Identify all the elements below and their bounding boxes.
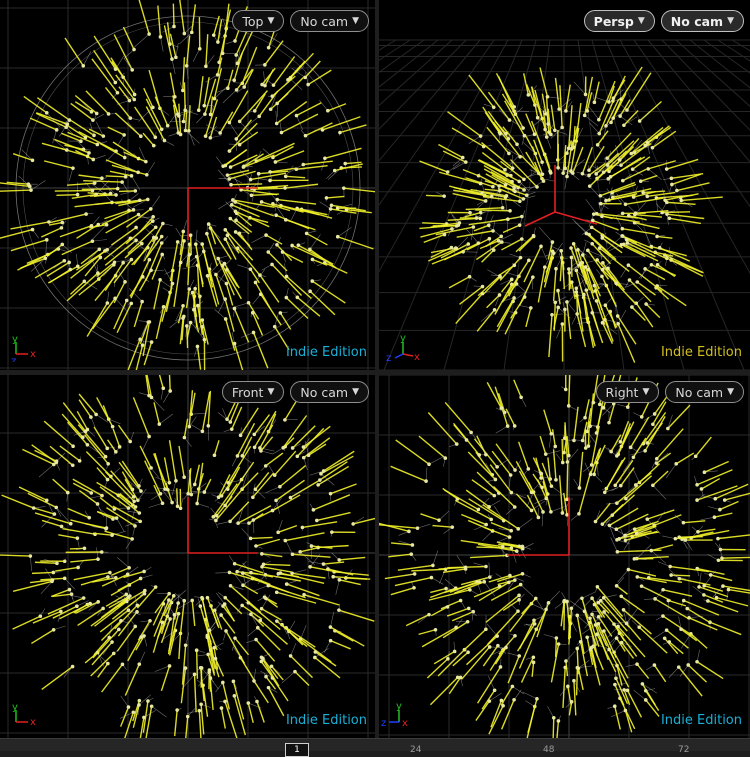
- chevron-down-icon: ▼: [727, 387, 734, 397]
- svg-text:z: z: [381, 718, 386, 729]
- viewport-right[interactable]: Right▼ No cam▼ y z x Indie Edition: [379, 375, 750, 738]
- timeline-tick: 72: [678, 745, 689, 755]
- viewport-divider-vertical[interactable]: [375, 0, 379, 738]
- edition-label: Indie Edition: [286, 713, 367, 728]
- svg-text:z: z: [11, 356, 16, 362]
- viewport-right-buttons: Right▼ No cam▼: [596, 381, 744, 403]
- viewport-front[interactable]: Front▼ No cam▼ y x Indie Edition: [0, 375, 375, 738]
- view-label: Top: [242, 14, 263, 29]
- view-menu-button[interactable]: Front▼: [222, 381, 285, 403]
- camera-menu-button[interactable]: No cam ▼: [665, 381, 744, 403]
- timeline-tick: 24: [410, 745, 421, 755]
- scene-front: [0, 375, 375, 738]
- svg-text:y: y: [12, 334, 18, 345]
- chevron-down-icon: ▼: [267, 387, 274, 397]
- camera-label: No cam: [300, 14, 348, 29]
- camera-menu-button[interactable]: No cam ▼: [661, 10, 744, 32]
- view-label: Front: [232, 385, 264, 400]
- view-menu-button[interactable]: Top ▼: [232, 10, 284, 32]
- view-menu-button[interactable]: Right▼: [596, 381, 660, 403]
- timeline-tick: 48: [543, 745, 554, 755]
- chevron-down-icon: ▼: [352, 387, 359, 397]
- svg-text:x: x: [402, 718, 408, 729]
- axis-gizmo-icon: y x: [10, 702, 50, 730]
- svg-text:y: y: [12, 702, 18, 713]
- timeline-bar[interactable]: 1 24 48 72: [0, 738, 750, 751]
- svg-text:x: x: [414, 352, 420, 362]
- viewport-front-buttons: Front▼ No cam▼: [222, 381, 369, 403]
- camera-label: No cam: [675, 385, 723, 400]
- scene-right: [379, 375, 750, 738]
- edition-label: Indie Edition: [286, 345, 367, 360]
- view-menu-button[interactable]: Persp ▼: [584, 10, 655, 32]
- svg-text:y: y: [400, 334, 406, 344]
- view-label: Persp: [594, 14, 634, 29]
- viewport-divider-horizontal[interactable]: [0, 370, 750, 375]
- chevron-down-icon: ▼: [638, 16, 645, 26]
- hair-strands: [379, 375, 750, 738]
- camera-label: No cam: [671, 14, 723, 29]
- axis-gizmo-icon: y x z: [10, 334, 50, 362]
- scene-persp: [379, 0, 750, 370]
- camera-label: No cam: [300, 385, 348, 400]
- current-frame-marker[interactable]: 1: [285, 743, 309, 757]
- viewport-top-buttons: Top ▼ No cam ▼: [232, 10, 369, 32]
- svg-text:x: x: [30, 717, 36, 728]
- edition-label: Indie Edition: [661, 345, 742, 360]
- edition-label: Indie Edition: [661, 713, 742, 728]
- viewport-persp-buttons: Persp ▼ No cam ▼: [584, 10, 744, 32]
- scene-top: [0, 0, 375, 370]
- view-label: Right: [606, 385, 639, 400]
- chevron-down-icon: ▼: [642, 387, 649, 397]
- svg-text:x: x: [30, 349, 36, 360]
- axis-gizmo-icon: y z x: [379, 702, 419, 730]
- chevron-down-icon: ▼: [727, 16, 734, 26]
- viewport-persp[interactable]: Persp ▼ No cam ▼ y z x Indie Edition: [379, 0, 750, 370]
- svg-text:z: z: [386, 353, 391, 362]
- camera-menu-button[interactable]: No cam ▼: [290, 381, 369, 403]
- svg-text:y: y: [396, 702, 402, 712]
- axis-gizmo-icon: y z x: [383, 334, 423, 362]
- viewport-top[interactable]: Top ▼ No cam ▼ y x z Indie Edition: [0, 0, 375, 370]
- chevron-down-icon: ▼: [352, 16, 359, 26]
- camera-menu-button[interactable]: No cam ▼: [290, 10, 369, 32]
- chevron-down-icon: ▼: [267, 16, 274, 26]
